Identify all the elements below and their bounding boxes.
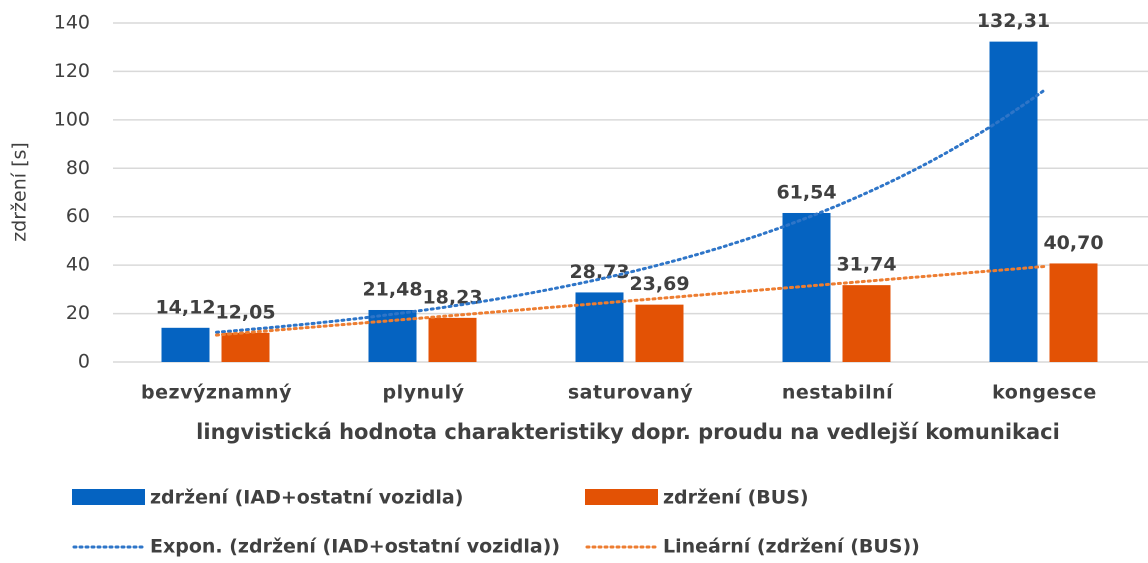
data-label: 23,69 bbox=[629, 273, 689, 295]
y-tick-label: 140 bbox=[54, 12, 90, 34]
bar bbox=[1049, 263, 1098, 362]
y-tick-label: 120 bbox=[54, 60, 90, 82]
data-label: 132,31 bbox=[977, 10, 1050, 32]
legend-label: Expon. (zdržení (IAD+ostatní vozidla)) bbox=[150, 536, 560, 558]
data-label: 18,23 bbox=[422, 286, 482, 308]
legend-swatch bbox=[72, 489, 145, 505]
legend-label: Lineární (zdržení (BUS)) bbox=[663, 536, 920, 558]
data-label: 12,05 bbox=[215, 301, 275, 323]
trendline bbox=[215, 88, 1046, 334]
bar bbox=[989, 41, 1038, 362]
y-tick-label: 100 bbox=[54, 108, 90, 130]
y-tick-label: 0 bbox=[78, 351, 90, 373]
x-tick-label: bezvýznamný bbox=[141, 382, 292, 404]
legend-label: zdržení (IAD+ostatní vozidla) bbox=[150, 487, 463, 509]
x-tick-label: nestabilní bbox=[782, 382, 894, 404]
x-tick-label: saturovaný bbox=[568, 382, 693, 404]
y-tick-label: 60 bbox=[66, 205, 90, 227]
trendline bbox=[215, 265, 1046, 337]
y-axis-title: zdržení [s] bbox=[9, 142, 31, 242]
data-label: 21,48 bbox=[362, 278, 422, 300]
data-label: 31,74 bbox=[836, 254, 896, 276]
bar bbox=[221, 332, 270, 362]
bar bbox=[842, 285, 891, 362]
x-tick-label: plynulý bbox=[383, 382, 465, 404]
bar bbox=[635, 304, 684, 362]
y-tick-label: 80 bbox=[66, 157, 90, 179]
data-label: 28,73 bbox=[569, 261, 629, 283]
data-label: 61,54 bbox=[776, 181, 836, 203]
y-tick-label: 20 bbox=[66, 302, 90, 324]
y-tick-label: 40 bbox=[66, 254, 90, 276]
legend-label: zdržení (BUS) bbox=[663, 487, 809, 509]
data-label: 14,12 bbox=[155, 296, 215, 318]
legend-swatch bbox=[585, 489, 658, 505]
data-label: 40,70 bbox=[1043, 232, 1103, 254]
x-tick-label: kongesce bbox=[992, 382, 1097, 404]
x-axis-title: lingvistická hodnota charakteristiky dop… bbox=[196, 420, 1060, 444]
bar bbox=[428, 317, 477, 362]
bar bbox=[161, 327, 210, 362]
